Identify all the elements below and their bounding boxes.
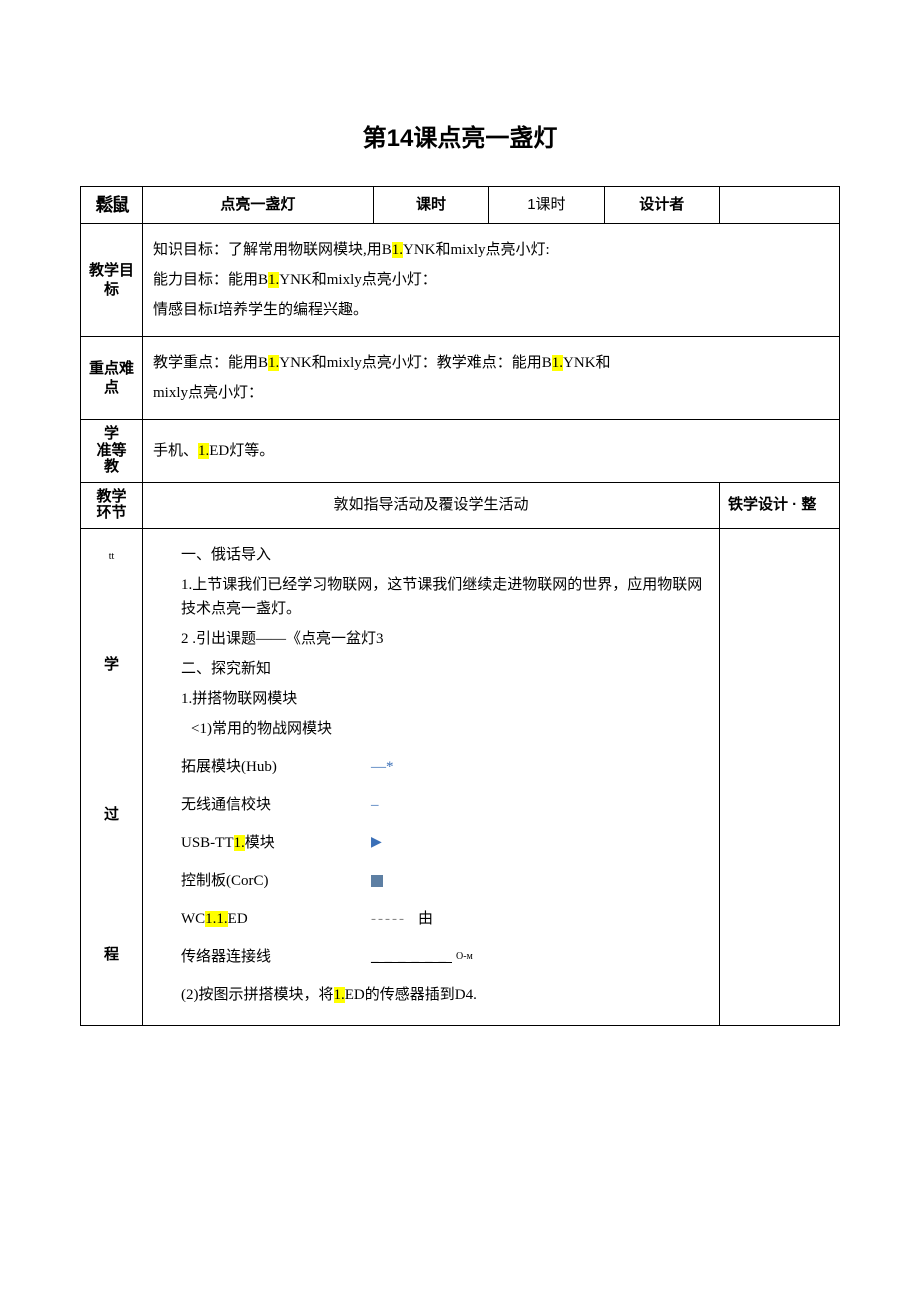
text: O-ᴍ bbox=[456, 949, 473, 965]
section-2-p3: (2)按图示拼搭模块，将1.ED的传感器插到D4. bbox=[181, 983, 709, 1007]
period-value: 1课时 bbox=[489, 187, 604, 224]
designer-label: 设计者 bbox=[604, 187, 719, 224]
section-2-p2: <1)常用的物战网模块 bbox=[191, 717, 709, 741]
table-row: 重点难 点 教学重点：能用B1.YNK和mixly点亮小灯：教学难点：能用B1.… bbox=[81, 337, 840, 420]
teaching-content: 一、俄话导入 1.上节课我们已经学习物联网，这节课我们继续走进物联网的世界，应用… bbox=[143, 528, 720, 1025]
text: ED灯等。 bbox=[209, 443, 274, 459]
goal-ability: 能力目标：能用B1.YNK和mixly点亮小灯： bbox=[153, 268, 829, 292]
tt-label: tt bbox=[81, 528, 143, 585]
play-icon: ▶ bbox=[371, 832, 382, 854]
text: (2)按图示拼搭模块，将 bbox=[181, 987, 334, 1003]
focus-content: 教学重点：能用B1.YNK和mixly点亮小灯：教学难点：能用B1.YNK和 m… bbox=[143, 337, 840, 420]
module-symbol: —* bbox=[371, 755, 394, 779]
table-row: tt 一、俄话导入 1.上节课我们已经学习物联网，这节课我们继续走进物联网的世界… bbox=[81, 528, 840, 585]
text: YNK和 bbox=[563, 355, 611, 371]
page-title: 第14课点亮一盏灯 bbox=[80, 120, 840, 158]
goals-content: 知识目标：了解常用物联网模块,用B1.YNK和mixly点亮小灯: 能力目标：能… bbox=[143, 224, 840, 337]
focus-label: 重点难 点 bbox=[81, 337, 143, 420]
text: 由 bbox=[418, 907, 433, 931]
module-usb-ttl: USB-TT1.模块 ▶ bbox=[181, 831, 709, 855]
design-notes bbox=[720, 528, 840, 1025]
highlight: 1. bbox=[392, 242, 403, 258]
highlight: 1. bbox=[234, 835, 245, 851]
module-name: WC1.1.ED bbox=[181, 907, 371, 931]
table-row: 教学 环节 敦如指导活动及覆设学生活动 铁学设计 · 整 bbox=[81, 482, 840, 528]
section-1-p2: 2 .引出课题——《点亮一盆灯3 bbox=[181, 627, 709, 651]
text: ED的传感器插到D4. bbox=[345, 987, 477, 1003]
module-name: 控制板(CorC) bbox=[181, 869, 371, 893]
goals-label: 教学目 标 bbox=[81, 224, 143, 337]
module-wireless: 无线通信校块 – bbox=[181, 793, 709, 817]
module-name: 传络器连接线 bbox=[181, 945, 371, 969]
dashes: ----- bbox=[371, 907, 406, 931]
section-1-p1: 1.上节课我们已经学习物联网，这节课我们继续走进物联网的世界，应用物联网技术点亮… bbox=[181, 573, 709, 621]
period-label: 课时 bbox=[373, 187, 488, 224]
underline: ______ bbox=[371, 945, 452, 969]
highlight: 1.1. bbox=[205, 911, 228, 927]
highlight: 1. bbox=[552, 355, 563, 371]
text: WC bbox=[181, 911, 205, 927]
highlight: 1. bbox=[198, 443, 209, 459]
text: YNK和mixly点亮小灯： bbox=[279, 272, 437, 288]
goal-knowledge: 知识目标：了解常用物联网模块,用B1.YNK和mixly点亮小灯: bbox=[153, 238, 829, 262]
prep-content: 手机、1.ED灯等。 bbox=[143, 420, 840, 483]
module-name: USB-TT1.模块 bbox=[181, 831, 371, 855]
module-sensor-wire: 传络器连接线 ______ O-ᴍ bbox=[181, 945, 709, 969]
table-row: 鬆鼠 点亮一盏灯 课时 1课时 设计者 bbox=[81, 187, 840, 224]
section-2-p1: 1.拼搭物联网模块 bbox=[181, 687, 709, 711]
module-corc: 控制板(CorC) bbox=[181, 869, 709, 893]
text: 教学重点：能用B bbox=[153, 355, 268, 371]
lesson-name: 点亮一盏灯 bbox=[143, 187, 374, 224]
text: YNK和mixly点亮小灯: bbox=[403, 242, 550, 258]
square-icon bbox=[371, 875, 383, 887]
focus-text: 教学重点：能用B1.YNK和mixly点亮小灯：教学难点：能用B1.YNK和 bbox=[153, 351, 829, 375]
highlight: 1. bbox=[334, 987, 345, 1003]
text: 知识目标：了解常用物联网模块,用B bbox=[153, 242, 392, 258]
text: YNK和mixly点亮小灯：教学难点：能用B bbox=[279, 355, 552, 371]
table-row: 学 准等 教 手机、1.ED灯等。 bbox=[81, 420, 840, 483]
lesson-plan-table: 鬆鼠 点亮一盏灯 课时 1课时 设计者 教学目 标 知识目标：了解常用物联网模块… bbox=[80, 186, 840, 1026]
goal-emotion: 情感目标I培养学生的编程兴趣。 bbox=[153, 298, 829, 322]
module-hub: 拓展模块(Hub) —* bbox=[181, 755, 709, 779]
prep-label: 学 准等 教 bbox=[81, 420, 143, 483]
process-label-2: 过 bbox=[81, 745, 143, 885]
focus-text-2: mixly点亮小灯： bbox=[153, 381, 829, 405]
module-symbol: – bbox=[371, 793, 379, 817]
process-label-3: 程 bbox=[81, 885, 143, 1025]
segment-right: 铁学设计 · 整 bbox=[720, 482, 840, 528]
text: ED bbox=[228, 911, 248, 927]
segment-label: 教学 环节 bbox=[81, 482, 143, 528]
text: 能力目标：能用B bbox=[153, 272, 268, 288]
text: USB-TT bbox=[181, 835, 234, 851]
segment-center: 敦如指导活动及覆设学生活动 bbox=[143, 482, 720, 528]
designer-value bbox=[720, 187, 840, 224]
section-2-title: 二、探究新知 bbox=[181, 657, 709, 681]
module-wc-led: WC1.1.ED ----- 由 bbox=[181, 907, 709, 931]
scribble-cell: 鬆鼠 bbox=[81, 187, 143, 224]
module-name: 无线通信校块 bbox=[181, 793, 371, 817]
highlight: 1. bbox=[268, 355, 279, 371]
module-name: 拓展模块(Hub) bbox=[181, 755, 371, 779]
highlight: 1. bbox=[268, 272, 279, 288]
section-1-title: 一、俄话导入 bbox=[181, 543, 709, 567]
text: 手机、 bbox=[153, 443, 198, 459]
text: 模块 bbox=[245, 835, 275, 851]
process-label-1: 学 bbox=[81, 585, 143, 745]
table-row: 教学目 标 知识目标：了解常用物联网模块,用B1.YNK和mixly点亮小灯: … bbox=[81, 224, 840, 337]
